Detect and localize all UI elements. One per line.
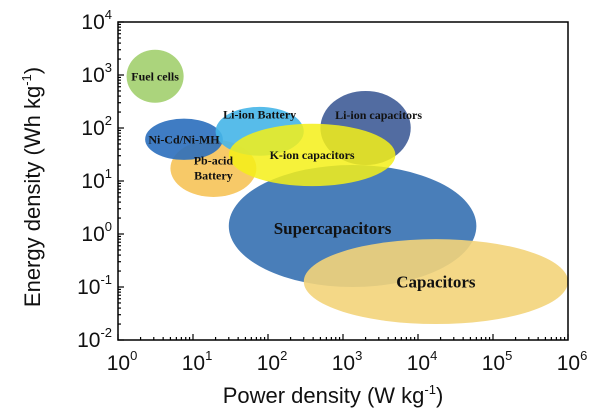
regions-layer <box>126 49 568 325</box>
region-label-fuel-cells: Fuel cells <box>131 69 179 83</box>
y-tick-label: 102 <box>81 113 112 140</box>
region-fuel-cells <box>126 49 184 103</box>
x-tick-label: 102 <box>257 348 288 375</box>
region-labels-layer: Fuel cells Supercapacitors Capacitors Pb-ac… <box>131 69 476 291</box>
x-tick-label: 105 <box>482 348 513 375</box>
region-capacitors <box>303 239 568 325</box>
region-label-li-ion-capacitors: Li-ion capacitors <box>335 108 422 122</box>
y-tick-label: 101 <box>81 166 112 193</box>
y-tick-label: 103 <box>81 60 112 87</box>
y-axis-label: Energy density (Wh kg-1) <box>19 67 45 307</box>
region-label-li-ion-battery: Li-ion Battery <box>223 108 296 122</box>
y-tick-label: 10-1 <box>77 272 112 299</box>
region-label-pb-acid-battery: Pb-acid Battery <box>194 154 234 183</box>
region-label-capacitors: Capacitors <box>396 273 476 292</box>
y-tick-label: 104 <box>81 7 112 34</box>
x-tick-label: 106 <box>557 348 588 375</box>
y-tick-label: 100 <box>81 219 112 246</box>
region-k-ion-capacitors <box>228 123 396 187</box>
y-axis-label-close: ) <box>20 67 45 74</box>
region-label-ni-cd-ni-mh: Ni-Cd/Ni-MH <box>148 132 220 146</box>
x-axis-label-close: ) <box>436 383 443 408</box>
region-ni-cd-ni-mh <box>145 118 223 160</box>
y-tick-label: 10-2 <box>77 325 112 352</box>
x-tick-label: 103 <box>332 348 363 375</box>
x-tick-label: 100 <box>107 348 138 375</box>
ticks-layer: 100 101 102 103 104 105 106 10-2 10-1 100 101 102 10… <box>77 7 587 375</box>
x-axis-label-text: Power density (W kg <box>223 383 425 408</box>
region-label-k-ion-capacitors: K-ion capacitors <box>270 148 355 162</box>
x-tick-label: 101 <box>182 348 213 375</box>
y-axis-label-sup: -1 <box>19 74 34 86</box>
x-axis-label-sup: -1 <box>424 382 436 397</box>
region-label-supercapacitors: Supercapacitors <box>274 219 392 238</box>
x-tick-label: 104 <box>407 348 438 375</box>
x-axis-label: Power density (W kg-1) <box>223 382 444 408</box>
y-axis-label-text: Energy density (Wh kg <box>20 86 45 307</box>
